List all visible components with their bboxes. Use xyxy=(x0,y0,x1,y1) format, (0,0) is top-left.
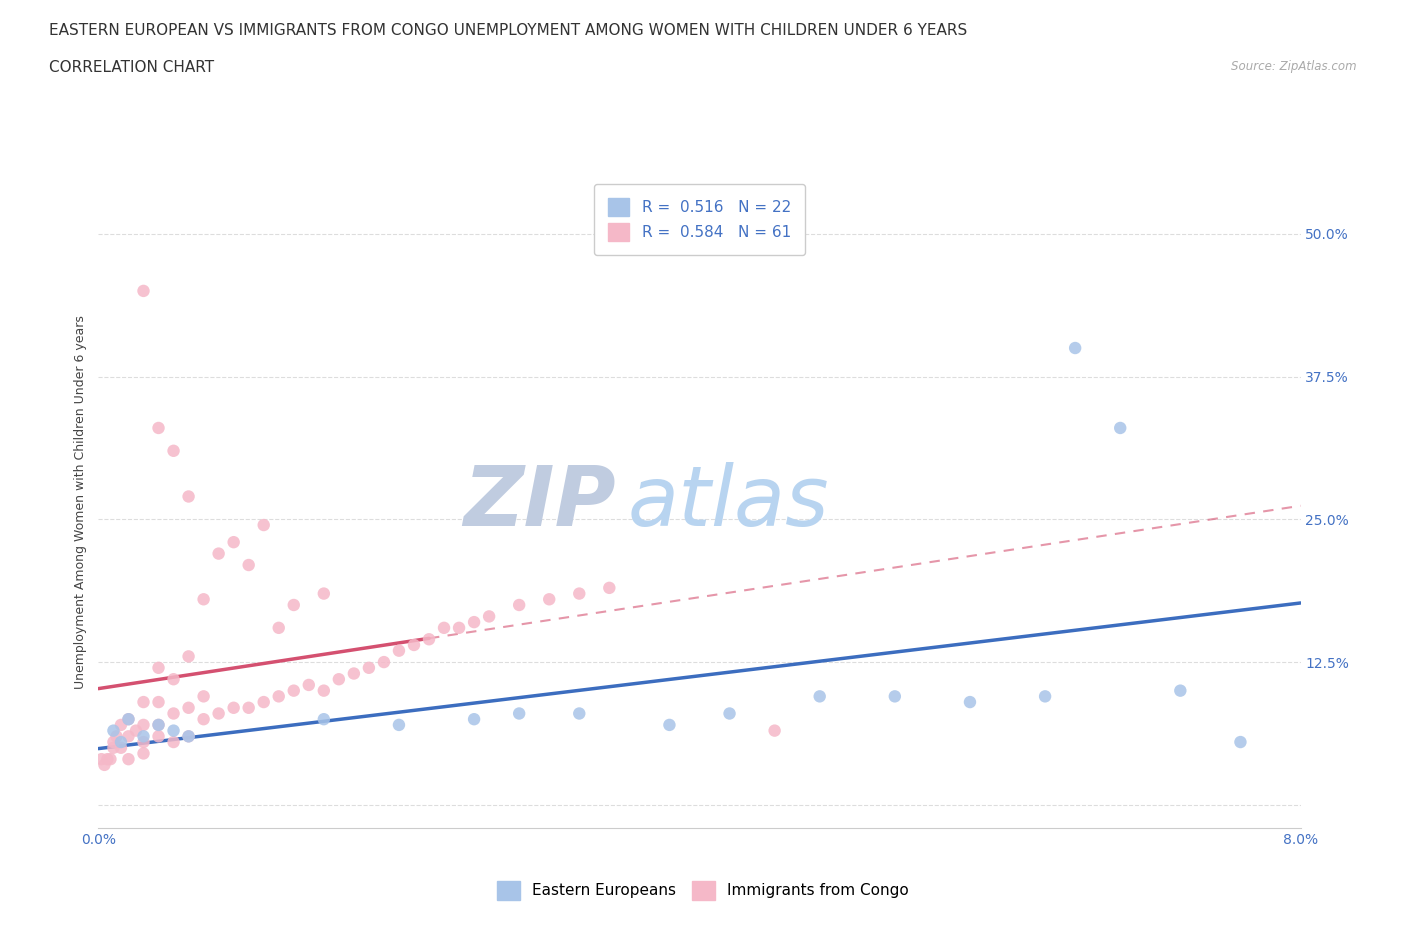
Point xyxy=(132,746,155,761)
Legend: Eastern Europeans, Immigrants from Congo: Eastern Europeans, Immigrants from Congo xyxy=(491,875,915,906)
Point xyxy=(808,689,831,704)
Point xyxy=(1168,684,1191,698)
Point xyxy=(100,751,122,766)
Point xyxy=(117,711,139,726)
Point xyxy=(253,518,276,533)
Point xyxy=(132,717,155,732)
Point xyxy=(103,740,125,755)
Point xyxy=(177,729,200,744)
Point xyxy=(508,598,530,613)
Point xyxy=(1109,420,1132,435)
Point xyxy=(162,735,184,750)
Point xyxy=(1229,735,1251,750)
Point xyxy=(162,724,184,738)
Point xyxy=(93,757,115,772)
Point xyxy=(162,444,184,458)
Point xyxy=(283,598,305,613)
Point xyxy=(267,689,290,704)
Point xyxy=(148,695,170,710)
Point xyxy=(658,717,681,732)
Point xyxy=(177,729,200,744)
Point xyxy=(177,649,200,664)
Point xyxy=(1033,689,1056,704)
Point xyxy=(162,671,184,686)
Point xyxy=(132,284,155,299)
Point xyxy=(267,620,290,635)
Point xyxy=(177,489,200,504)
Point xyxy=(110,740,132,755)
Point xyxy=(463,615,485,630)
Point xyxy=(283,684,305,698)
Text: CORRELATION CHART: CORRELATION CHART xyxy=(49,60,214,75)
Point xyxy=(193,689,215,704)
Point xyxy=(238,700,260,715)
Point xyxy=(253,695,276,710)
Point xyxy=(538,591,561,606)
Point xyxy=(478,609,501,624)
Legend: R =  0.516   N = 22, R =  0.584   N = 61: R = 0.516 N = 22, R = 0.584 N = 61 xyxy=(595,184,804,255)
Point xyxy=(328,671,350,686)
Point xyxy=(96,751,118,766)
Point xyxy=(357,660,380,675)
Point xyxy=(193,711,215,726)
Point xyxy=(298,677,321,692)
Y-axis label: Unemployment Among Women with Children Under 6 years: Unemployment Among Women with Children U… xyxy=(73,315,87,689)
Point xyxy=(162,706,184,721)
Point xyxy=(193,591,215,606)
Point xyxy=(418,631,440,646)
Point xyxy=(148,717,170,732)
Point xyxy=(117,729,139,744)
Point xyxy=(568,586,591,601)
Point xyxy=(208,546,231,561)
Point xyxy=(125,724,148,738)
Point xyxy=(343,666,366,681)
Point xyxy=(177,700,200,715)
Point xyxy=(148,420,170,435)
Point xyxy=(402,638,425,653)
Point xyxy=(1064,340,1087,355)
Point xyxy=(959,695,981,710)
Point xyxy=(132,729,155,744)
Point xyxy=(433,620,456,635)
Point xyxy=(105,729,128,744)
Point xyxy=(148,660,170,675)
Point xyxy=(388,717,411,732)
Point xyxy=(238,558,260,573)
Point xyxy=(103,724,125,738)
Point xyxy=(568,706,591,721)
Point xyxy=(103,735,125,750)
Point xyxy=(463,711,485,726)
Point xyxy=(110,735,132,750)
Text: Source: ZipAtlas.com: Source: ZipAtlas.com xyxy=(1232,60,1357,73)
Point xyxy=(222,535,245,550)
Point xyxy=(718,706,741,721)
Text: ZIP: ZIP xyxy=(463,461,616,543)
Point xyxy=(90,751,112,766)
Point xyxy=(883,689,905,704)
Point xyxy=(312,586,335,601)
Text: atlas: atlas xyxy=(627,461,830,543)
Point xyxy=(447,620,470,635)
Point xyxy=(110,717,132,732)
Point xyxy=(117,711,139,726)
Text: EASTERN EUROPEAN VS IMMIGRANTS FROM CONGO UNEMPLOYMENT AMONG WOMEN WITH CHILDREN: EASTERN EUROPEAN VS IMMIGRANTS FROM CONG… xyxy=(49,23,967,38)
Point xyxy=(312,711,335,726)
Point xyxy=(148,729,170,744)
Point xyxy=(388,644,411,658)
Point xyxy=(117,751,139,766)
Point xyxy=(132,735,155,750)
Point xyxy=(373,655,395,670)
Point xyxy=(208,706,231,721)
Point xyxy=(508,706,530,721)
Point xyxy=(132,695,155,710)
Point xyxy=(148,717,170,732)
Point xyxy=(312,684,335,698)
Point xyxy=(763,724,786,738)
Point xyxy=(222,700,245,715)
Point xyxy=(598,580,620,595)
